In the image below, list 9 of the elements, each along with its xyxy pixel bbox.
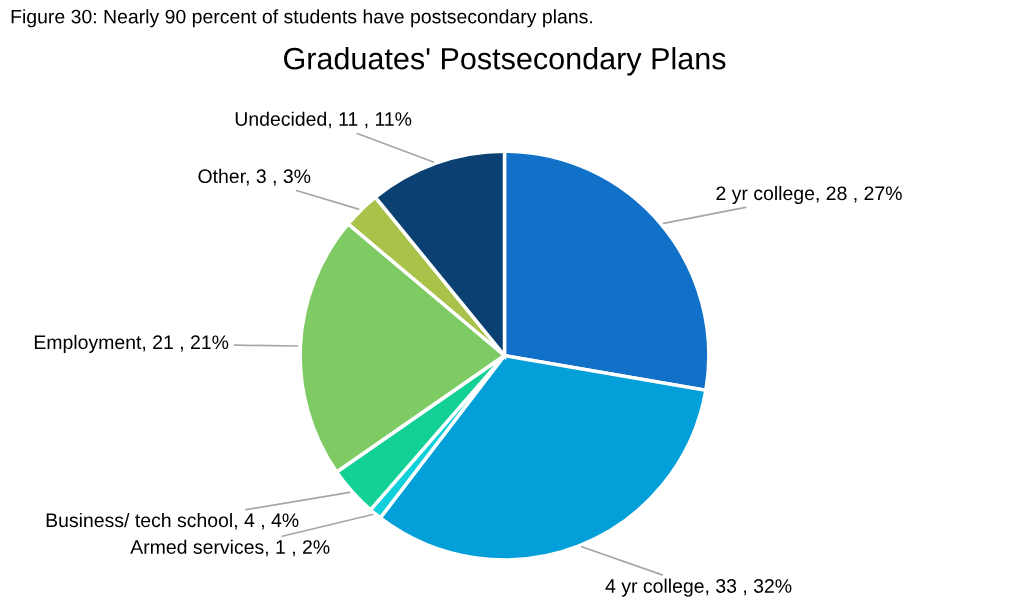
chart-title: Graduates' Postsecondary Plans (284, 47, 726, 76)
slice-label: Employment, 21 , 21% (34, 334, 229, 353)
slice-label: Undecided, 11 , 11% (235, 111, 412, 129)
caption: Figure 30: Nearly 90 percent of students have postsecondary plans. (11, 9, 592, 28)
slice-label: Armed services, 1 , 2% (130, 539, 330, 557)
slice-label: 2 yr college, 28 , 27% (716, 185, 902, 205)
slice-label: 4 yr college, 33 , 32% (605, 578, 792, 597)
slice-label: Business/ tech school, 4 , 4% (46, 512, 299, 530)
slice-label: Other, 3 , 3% (198, 168, 311, 186)
